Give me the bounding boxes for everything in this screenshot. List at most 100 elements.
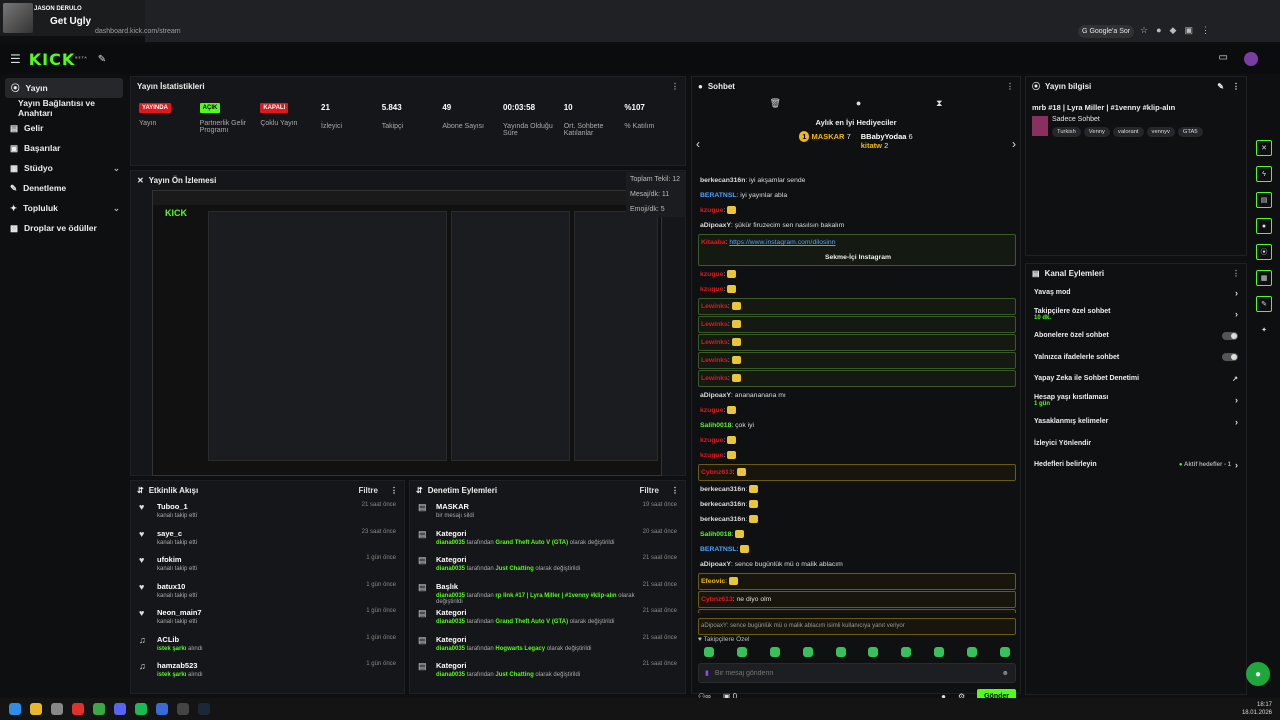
chat-username[interactable]: kzugue	[700, 286, 724, 293]
filter-button[interactable]: Filtre	[639, 485, 659, 495]
chevron-right-icon[interactable]: ›	[1235, 395, 1238, 406]
pin-icon[interactable]: ✎	[97, 53, 107, 65]
moderator-name[interactable]: diana0035	[436, 592, 466, 599]
tool-icon[interactable]: ✕	[1256, 140, 1272, 156]
activity-user[interactable]: batux10	[157, 581, 186, 591]
moderation-row[interactable]: ▤ Kategori diana0035 tarafından Grand Thef…	[410, 605, 685, 632]
emote[interactable]	[934, 647, 945, 657]
lightning-icon[interactable]: ϟ	[1256, 166, 1272, 182]
extension-icon[interactable]: ●	[1156, 25, 1162, 35]
broadcast-icon[interactable]: ⦿	[1256, 244, 1272, 260]
chevron-right-icon[interactable]: ›	[1235, 416, 1238, 427]
chat-username[interactable]: berkecan316n	[700, 501, 746, 508]
trash-icon[interactable]: 🗑	[769, 98, 781, 108]
emoji-icon[interactable]: ☻	[1001, 669, 1009, 677]
chat-username[interactable]: Efeovic	[701, 578, 726, 585]
channel-action[interactable]: Yavaş mod ›	[1026, 282, 1246, 304]
emote[interactable]	[769, 647, 780, 657]
activity-row[interactable]: ♥ ufokim kanalı takip etti 1 gün önce	[131, 552, 404, 579]
emote[interactable]	[967, 647, 977, 657]
google-ask-button[interactable]: G Google'a Sor	[1078, 25, 1135, 38]
channel-action[interactable]: Takipçilere özel sohbet 10 dk. ›	[1026, 304, 1246, 326]
activity-row[interactable]: ♥ Neon_main7 kanalı takip etti 1 gün önce	[131, 605, 404, 632]
app-icon[interactable]	[156, 703, 168, 715]
more-icon[interactable]: ⋮	[1232, 268, 1240, 278]
carousel-right-icon[interactable]: ›	[1012, 137, 1016, 151]
moderator-name[interactable]: diana0035	[436, 645, 466, 652]
sidebar-item-yayin[interactable]: ⦿ Yayın	[5, 78, 123, 98]
activity-user[interactable]: hamzab523	[157, 661, 198, 670]
instagram-button[interactable]: Sekme-İçi Instagram	[701, 250, 1015, 265]
moderation-row[interactable]: ▤ Kategori diana0035 tarafından Grand Thef…	[410, 526, 685, 553]
activity-row[interactable]: ♥ saye_c kanalı takip etti 23 saat önce	[131, 526, 404, 553]
chat-username[interactable]: aDipoaxY	[700, 222, 731, 229]
support-chat-button[interactable]: ●	[1246, 662, 1270, 686]
media-overlay[interactable]: JASON DERULO Get Ugly	[0, 0, 145, 36]
chrome-icon[interactable]	[93, 703, 105, 715]
external-link-icon[interactable]: ↗	[1232, 375, 1238, 383]
moderator-name[interactable]: diana0035	[436, 539, 466, 546]
sidebar-item-gelir[interactable]: ▤ Gelir	[0, 118, 128, 138]
activity-user[interactable]: Tuboo_1	[157, 502, 188, 511]
more-icon[interactable]: ⋮	[1232, 81, 1240, 91]
app-icon[interactable]	[51, 703, 63, 715]
panel-icon[interactable]: ▦	[1256, 270, 1272, 286]
chevron-right-icon[interactable]: ›	[1235, 309, 1238, 320]
tv-icon[interactable]: ▭	[1218, 52, 1228, 63]
gifter-name[interactable]: MASKAR	[811, 132, 845, 141]
chat-username[interactable]: berkecan316n	[700, 177, 746, 184]
chat-link[interactable]: https://www.instagram.com/dilosinn	[729, 239, 836, 246]
channel-action[interactable]: İzleyici Yönlendir	[1026, 433, 1246, 455]
chat-username[interactable]: kzugue	[700, 437, 724, 444]
chevron-right-icon[interactable]: ›	[1235, 287, 1238, 298]
chat-username[interactable]: Salih0018	[700, 422, 732, 429]
channel-action[interactable]: Yapay Zeka ile Sohbet Denetimi ↗	[1026, 368, 1246, 390]
chat-username[interactable]: Salih0018	[700, 531, 732, 538]
activity-row[interactable]: ♫ hamzab523 istek şarkı alındı 1 gün önce	[131, 658, 404, 685]
emote[interactable]	[835, 647, 846, 657]
stream-tag[interactable]: Turkish	[1052, 127, 1081, 137]
chat-icon[interactable]: ●	[1256, 218, 1272, 234]
chat-username[interactable]: Cybnz613	[701, 596, 733, 603]
moderator-name[interactable]: diana0035	[436, 619, 466, 625]
stream-tag[interactable]: Venny	[1083, 127, 1110, 137]
puzzle-icon[interactable]: ▣	[1184, 25, 1193, 35]
chat-username[interactable]: Kitaaba	[701, 239, 726, 246]
chat-username[interactable]: BERATNSL	[700, 192, 737, 199]
channel-action[interactable]: Yasaklanmış kelimeler ›	[1026, 411, 1246, 433]
chat-username[interactable]: aDipoaxY	[700, 561, 731, 568]
toggle-switch[interactable]	[1222, 353, 1238, 362]
moderation-row[interactable]: ▤ Kategori diana0035 tarafından Just Chatt…	[410, 552, 685, 579]
activity-row[interactable]: ♥ Tuboo_1 kanalı takip etti 21 saat önce	[131, 499, 404, 526]
chat-username[interactable]: berkecan316n	[700, 486, 746, 493]
channel-action[interactable]: Hesap yaşı kısıtlaması 1 gün ›	[1026, 390, 1246, 412]
avatar[interactable]	[1244, 52, 1258, 66]
expand-icon[interactable]: ✕	[137, 175, 144, 185]
chat-username[interactable]: kzugue	[700, 452, 724, 459]
chat-username[interactable]: aDipoaxY	[700, 392, 731, 399]
app-icon[interactable]	[72, 703, 84, 715]
sidebar-item-basarilar[interactable]: ▣ Başarılar	[0, 138, 128, 158]
spotify-icon[interactable]	[135, 703, 147, 715]
url-text[interactable]: dashboard.kick.com/stream	[95, 27, 181, 35]
emote[interactable]	[868, 647, 879, 657]
emote[interactable]	[901, 647, 912, 657]
clock[interactable]: 18:17 18.01.2026	[1242, 701, 1272, 717]
gear-icon[interactable]: ⚙	[957, 692, 966, 701]
carousel-left-icon[interactable]: ‹	[696, 137, 700, 151]
moderation-row[interactable]: ▤ MASKAR bir mesajı sildi 19 saat önce	[410, 499, 685, 526]
activity-user[interactable]: saye_c	[157, 528, 183, 538]
users-icon[interactable]: ⚇∞	[698, 692, 711, 701]
chat-username[interactable]: Lewinks	[701, 303, 728, 310]
steam-icon[interactable]	[198, 703, 210, 715]
chat-username[interactable]: Lewinks	[701, 339, 728, 346]
menu-icon[interactable]: ⋮	[1200, 25, 1210, 35]
chat-username[interactable]: BERATNSL	[700, 546, 737, 553]
channel-action[interactable]: Yalnızca ifadelerle sohbet	[1026, 347, 1246, 369]
files-icon[interactable]	[30, 703, 42, 715]
wrench-icon[interactable]: ✎	[1256, 296, 1272, 312]
toggle-switch[interactable]	[1222, 331, 1238, 340]
address-bar[interactable]: dashboard.kick.com/stream	[95, 20, 1280, 42]
stream-preview[interactable]: KICK	[152, 190, 662, 476]
emote[interactable]	[704, 647, 714, 657]
